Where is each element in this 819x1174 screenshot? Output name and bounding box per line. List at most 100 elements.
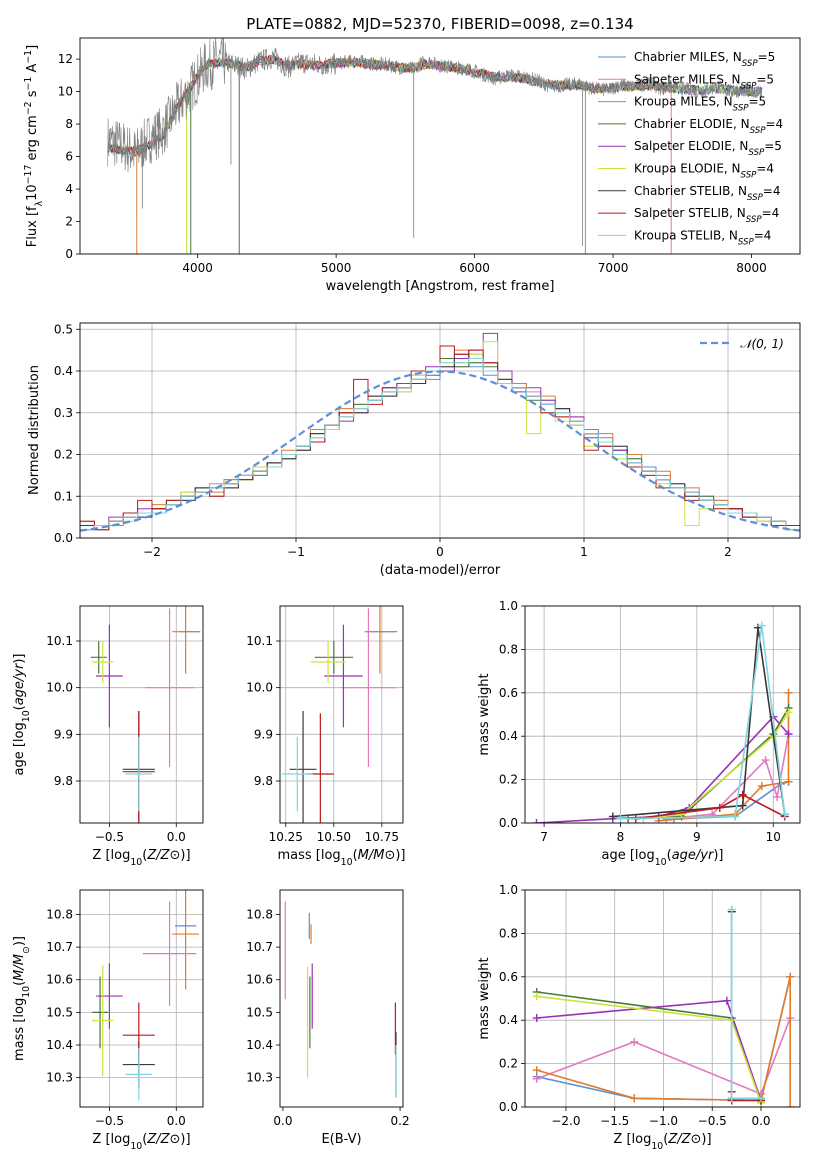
y-tick-label: 10.3 <box>46 1071 73 1085</box>
weight-line-salpeter_stelib <box>730 1091 761 1102</box>
x-tick-label: −0.5 <box>698 1114 727 1128</box>
legend-entry-chabrier_stelib: Chabrier STELIB, NSSP=4 <box>634 184 781 203</box>
y-tick-label: 0.5 <box>54 322 73 336</box>
axes-weight-vs-Z: −2.0 −1.5 −1.0 −0.5 0.0 0.0 0.2 0.4 0.6 0.8 1.0 Z [… <box>477 883 801 1152</box>
axes-mass-vs-ebv: 0.0 0.2 10.3 10.4 10.5 10.6 10.7 10.8 E(B-V) <box>246 889 410 1147</box>
spectrum-legend: Chabrier MILES, NSSP=5 Salpeter MILES, NS… <box>598 50 783 247</box>
y-tick-label: 2 <box>65 215 73 229</box>
x-tick-label: −2 <box>143 545 161 559</box>
y-tick-label: 10.6 <box>46 973 73 987</box>
plot-area-weight-vs-Z <box>532 905 795 1107</box>
y-tick-label: 10.1 <box>246 634 273 648</box>
y-tick-label: 10.7 <box>246 940 273 954</box>
weight-line-chabrier_stelib <box>730 911 761 1100</box>
y-tick-label: 8 <box>65 117 73 131</box>
x-tick-label: 9 <box>693 830 701 844</box>
x-axis-label: Z [log10(Z/Z⊙)] <box>613 1132 711 1152</box>
legend-normal-label: 𝒩(0, 1) <box>740 337 784 351</box>
y-axis-label: Flux [fλ10−17 erg cm−2 s−1 A−1] <box>23 45 45 247</box>
y-tick-label: 0.3 <box>54 406 73 420</box>
axes-weight-vs-age: 7 8 9 10 0.0 0.2 0.4 0.6 0.8 1.0 age [log10(age/yr… <box>477 599 801 868</box>
y-tick-label: 0.6 <box>499 686 518 700</box>
y-tick-label: 0.4 <box>54 364 73 378</box>
plot-area-mass-vs-ebv <box>284 901 397 1098</box>
plot-area-spectrum <box>107 38 763 254</box>
y-tick-label: 0.1 <box>54 489 73 503</box>
legend-entry-salpeter_miles: Salpeter MILES, NSSP=5 <box>634 72 774 91</box>
x-axis-label: (data-model)/error <box>380 563 501 578</box>
y-tick-label: 9.9 <box>54 727 73 741</box>
histogram-chabrier_stelib <box>80 353 800 538</box>
y-tick-label: 10 <box>58 85 73 99</box>
y-axis-label: mass weight <box>477 957 492 1039</box>
x-tick-label: −0.5 <box>95 830 124 844</box>
x-tick-label: 1 <box>580 545 588 559</box>
x-tick-label: 7000 <box>598 261 629 275</box>
x-tick-label: −1.5 <box>600 1114 629 1128</box>
axes-age-vs-mass: 10.25 10.50 10.75 9.8 9.9 10.0 10.1 mass [log10… <box>246 605 406 868</box>
weight-line-salpeter_elodie <box>536 999 762 1101</box>
y-tick-label: 0.0 <box>54 531 73 545</box>
x-axis-label: wavelength [Angstrom, rest frame] <box>326 279 555 294</box>
y-tick-label: 10.5 <box>46 1005 73 1019</box>
normal-curve <box>80 370 800 532</box>
y-tick-label: 0.2 <box>54 448 73 462</box>
axes-frame <box>79 889 204 1108</box>
y-tick-label: 0.0 <box>499 816 518 830</box>
x-tick-label: 0.0 <box>167 1114 186 1128</box>
y-tick-label: 1.0 <box>499 883 518 897</box>
y-tick-label: 0.4 <box>499 729 518 743</box>
axes-frame <box>79 37 801 255</box>
x-tick-label: 0.2 <box>391 1114 410 1128</box>
y-tick-label: 10.8 <box>246 907 273 921</box>
y-tick-label: 10.6 <box>246 973 273 987</box>
plot-area-age-vs-mass <box>281 606 398 823</box>
y-tick-label: 10.5 <box>246 1005 273 1019</box>
x-tick-label: 6000 <box>459 261 490 275</box>
y-tick-label: 9.8 <box>254 774 273 788</box>
x-tick-label: 10.75 <box>365 830 399 844</box>
x-tick-label: 0.0 <box>167 830 186 844</box>
y-tick-label: 10.4 <box>246 1038 273 1052</box>
y-tick-label: 10.4 <box>46 1038 73 1052</box>
axes-frame <box>524 889 801 1108</box>
x-axis-label: Z [log10(Z/Z⊙)] <box>92 1132 190 1152</box>
x-tick-label: 4000 <box>182 261 213 275</box>
y-tick-label: 10.8 <box>46 907 73 921</box>
histogram-kroupa_stelib <box>80 358 800 538</box>
y-tick-label: 1.0 <box>499 599 518 613</box>
x-tick-label: 0 <box>436 545 444 559</box>
y-axis-label: mass [log10(M/M⊙)] <box>12 936 32 1061</box>
y-tick-label: 0.0 <box>499 1100 518 1114</box>
x-tick-label: −1.0 <box>649 1114 678 1128</box>
x-tick-label: −2.0 <box>551 1114 580 1128</box>
legend-entry-salpeter_stelib: Salpeter STELIB, NSSP=4 <box>634 206 779 225</box>
weight-line-salpeter_elodie <box>536 715 790 823</box>
legend-entry-kroupa_stelib: Kroupa STELIB, NSSP=4 <box>634 228 771 247</box>
x-tick-label: 10.25 <box>269 830 303 844</box>
x-tick-label: 2 <box>724 545 732 559</box>
y-tick-label: 9.9 <box>254 727 273 741</box>
y-tick-label: 4 <box>65 182 73 196</box>
y-tick-label: 0.2 <box>499 1057 518 1071</box>
y-tick-label: 9.8 <box>54 774 73 788</box>
axes-residuals: −2 −1 0 1 2 0.0 0.1 0.2 0.3 0.4 0.5 (data-model)/er… <box>27 322 801 578</box>
x-tick-label: 0.0 <box>751 1114 770 1128</box>
weight-line-kroupa_elodie <box>643 711 790 820</box>
x-tick-label: 10 <box>766 830 781 844</box>
x-tick-label: 5000 <box>321 261 352 275</box>
legend-entry-chabrier_miles: Chabrier MILES, NSSP=5 <box>634 50 775 69</box>
y-tick-label: 0.2 <box>499 773 518 787</box>
y-tick-label: 0.4 <box>499 1013 518 1027</box>
plot-area-age-vs-Z <box>90 606 201 823</box>
y-tick-label: 10.0 <box>246 681 273 695</box>
legend-entry-salpeter_elodie: Salpeter ELODIE, NSSP=5 <box>634 139 782 158</box>
weight-line-chabrier_stelib <box>612 627 786 818</box>
legend-entry-kroupa_miles: Kroupa MILES, NSSP=5 <box>634 95 766 114</box>
y-axis-label: mass weight <box>477 673 492 755</box>
x-tick-label: 8000 <box>736 261 767 275</box>
y-axis-label: age [log10(age/yr)] <box>12 653 32 775</box>
plot-area-residuals <box>80 332 800 538</box>
plot-area-mass-vs-Z <box>92 890 199 1101</box>
